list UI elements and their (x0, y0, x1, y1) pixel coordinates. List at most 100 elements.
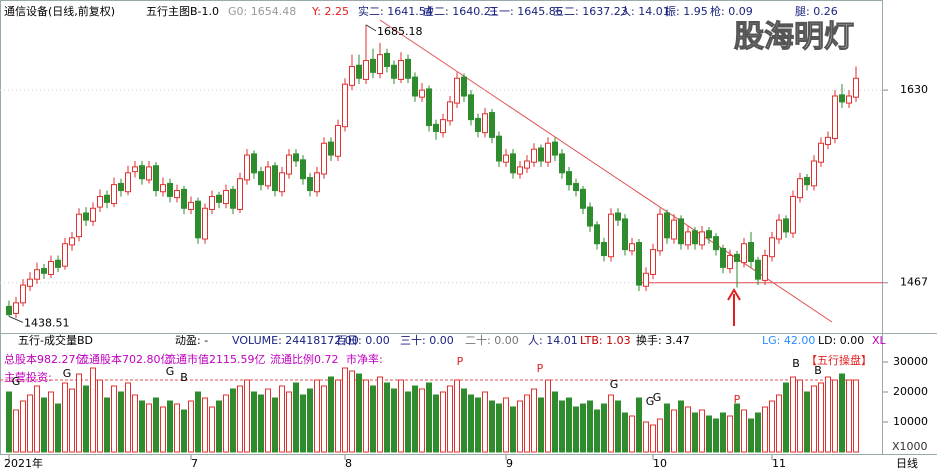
candle-body (552, 141, 558, 156)
candle-body (328, 141, 334, 156)
volume-bar (811, 385, 817, 453)
candle-body (132, 166, 138, 173)
volume-bar (160, 406, 166, 453)
candle-body (146, 166, 152, 181)
volume-bar (657, 418, 663, 453)
candle-body (713, 236, 719, 251)
candle-body (496, 135, 502, 162)
candle-body (475, 117, 481, 132)
candle-body (419, 89, 425, 98)
candle-body (587, 206, 593, 227)
x-tick-label: 10 (653, 457, 667, 470)
candle-body (825, 136, 831, 145)
candle-body (629, 243, 635, 252)
volume-bar (727, 415, 733, 453)
candle-body (776, 219, 782, 240)
candle-body (237, 178, 243, 210)
volume-bar (293, 382, 299, 453)
candle-body (90, 207, 96, 222)
candle-body (692, 230, 698, 245)
candle-body (804, 177, 810, 186)
candle-body (720, 247, 726, 268)
candle-body (510, 153, 516, 174)
volume-bar (314, 379, 320, 453)
volume-bar (181, 409, 187, 453)
indicator: 动盈: - (175, 334, 208, 347)
candle-body (503, 154, 509, 163)
volume-bar (279, 385, 285, 453)
candle-body (440, 119, 446, 134)
volume-bar (769, 400, 775, 453)
candle-body (300, 159, 306, 180)
candle-body (202, 207, 208, 240)
volume-bar (20, 400, 26, 453)
signal: G (63, 367, 72, 380)
volume-bar (461, 388, 467, 453)
annotation: 【五行操盘】 (806, 353, 872, 367)
candle-body (209, 195, 215, 210)
volume-bar (713, 418, 719, 453)
candle-body (139, 165, 145, 180)
volume-bar (454, 379, 460, 453)
volume-bar (545, 379, 551, 453)
volume-bar (839, 373, 845, 453)
volume-bar (482, 391, 488, 453)
indicator: 百日: 0.00 (336, 334, 390, 347)
volume-bar (790, 376, 796, 453)
x-tick-label: 8 (345, 457, 352, 470)
candle-body (461, 76, 467, 97)
candle-body (41, 268, 47, 274)
low-pointer (8, 315, 24, 323)
candle-body (832, 95, 838, 140)
indicator: 二十: 0.00 (465, 333, 519, 347)
candle-body (664, 212, 670, 239)
volume-bar (720, 412, 726, 453)
volume-title: 五行-成交量BD (18, 333, 93, 347)
candle-body (650, 249, 656, 275)
volume-bar (629, 415, 635, 453)
volume-bar (167, 400, 173, 453)
volume-bar (468, 394, 474, 453)
volume-bar (566, 397, 572, 453)
volume-bar (678, 400, 684, 453)
volume-bar (797, 379, 803, 453)
candle-body (818, 142, 824, 163)
volume-bar (174, 403, 180, 453)
volume-bar (692, 412, 698, 453)
candle-body (153, 165, 159, 192)
candle-body (181, 188, 187, 209)
candle-body (272, 165, 278, 192)
volume-bar (503, 397, 509, 453)
volume-bar (853, 379, 859, 453)
candle-body (748, 242, 754, 262)
candle-body (244, 154, 250, 181)
candle-body (769, 237, 775, 258)
volume-bar (118, 391, 124, 453)
x-tick-label: 7 (191, 457, 198, 470)
unit-label: X1000 (892, 440, 928, 453)
candle-body (125, 172, 131, 193)
candle-body (342, 83, 348, 128)
candle-body (447, 101, 453, 122)
high-label: 1685.18 (377, 25, 423, 38)
candle-body (678, 218, 684, 245)
candle-body (370, 58, 376, 73)
indicator: 三二: 1637.23 (553, 5, 628, 18)
annotation: 流通股本702.80亿 (78, 352, 172, 366)
candle-body (62, 243, 68, 267)
indicator: 人: 14.01 (620, 5, 670, 18)
candle-body (398, 60, 404, 80)
volume-bar (363, 379, 369, 453)
volume-bar (664, 403, 670, 453)
candle-body (468, 94, 474, 121)
candle-body (384, 52, 390, 67)
volume-bar (321, 385, 327, 453)
volume-bar (587, 400, 593, 453)
candle-body (34, 269, 40, 280)
candle-body (783, 218, 789, 233)
volume-bar (762, 406, 768, 453)
candle-body (160, 184, 166, 193)
volume-bar (328, 376, 334, 453)
volume-bar (496, 403, 502, 453)
candle-body (594, 224, 600, 245)
